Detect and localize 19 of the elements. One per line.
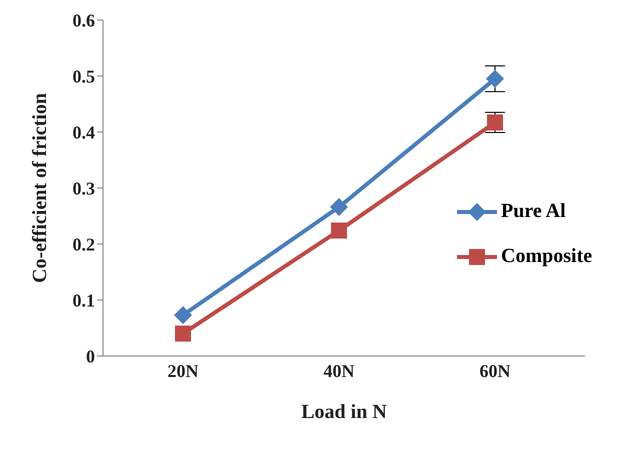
y-tick-label: 0.3 xyxy=(72,178,95,198)
x-tick-label: 60N xyxy=(480,360,510,381)
point xyxy=(174,306,192,324)
legend-label: Pure Al xyxy=(501,200,566,223)
x-tick-label: 20N xyxy=(168,360,198,381)
y-tick-label: 0.4 xyxy=(72,122,95,142)
point xyxy=(486,70,504,88)
x-tick-label: 40N xyxy=(324,360,354,381)
x-axis-title: Load in N xyxy=(301,401,388,424)
point xyxy=(175,326,191,342)
point xyxy=(330,198,348,216)
point xyxy=(331,222,347,239)
y-tick-label: 0.1 xyxy=(72,290,95,310)
y-tick-label: 0 xyxy=(86,346,95,366)
y-tick-label: 0.5 xyxy=(72,66,95,86)
y-tick-label: 0.2 xyxy=(72,234,95,254)
legend-label: Composite xyxy=(501,245,592,268)
y-tick-label: 0.6 xyxy=(72,10,95,30)
y-axis-title: Co-efficient of friction xyxy=(29,93,52,283)
